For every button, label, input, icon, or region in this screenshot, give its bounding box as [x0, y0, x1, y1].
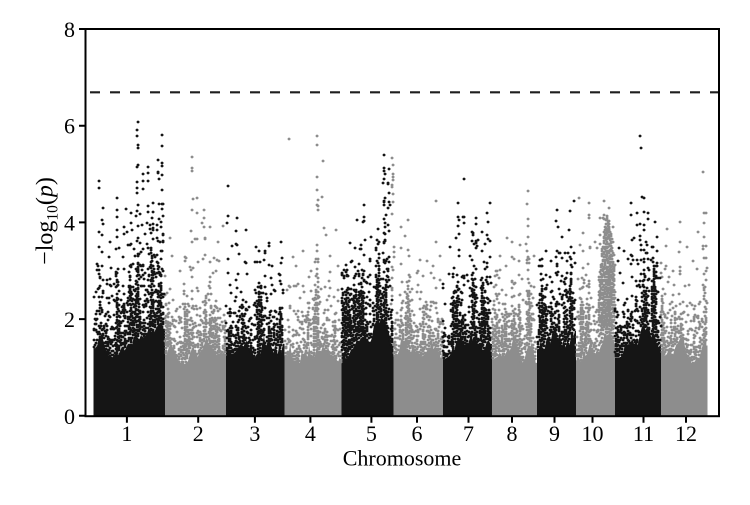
svg-text:Chromosome: Chromosome — [343, 446, 462, 471]
svg-text:10: 10 — [582, 421, 604, 446]
svg-text:11: 11 — [633, 421, 654, 446]
svg-text:6: 6 — [412, 421, 423, 446]
svg-text:12: 12 — [675, 421, 697, 446]
svg-text:3: 3 — [249, 421, 260, 446]
svg-text:8: 8 — [64, 17, 75, 42]
svg-text:8: 8 — [507, 421, 518, 446]
svg-text:5: 5 — [366, 421, 377, 446]
svg-text:7: 7 — [463, 421, 474, 446]
svg-text:9: 9 — [549, 421, 560, 446]
svg-text:4: 4 — [64, 210, 75, 235]
svg-text:0: 0 — [64, 404, 75, 429]
svg-text:6: 6 — [64, 114, 75, 139]
svg-text:−log10(p): −log10(p) — [33, 177, 62, 265]
svg-text:1: 1 — [121, 421, 132, 446]
svg-text:2: 2 — [64, 307, 75, 332]
svg-text:2: 2 — [193, 421, 204, 446]
svg-text:4: 4 — [305, 421, 316, 446]
